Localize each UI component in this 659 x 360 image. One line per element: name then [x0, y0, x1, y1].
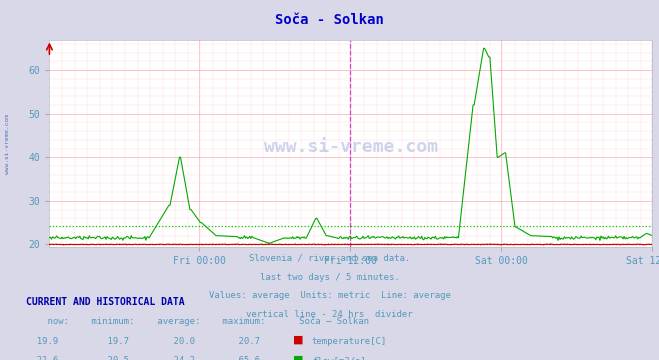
Text: temperature[C]: temperature[C]	[312, 337, 387, 346]
Text: last two days / 5 minutes.: last two days / 5 minutes.	[260, 273, 399, 282]
Text: vertical line - 24 hrs  divider: vertical line - 24 hrs divider	[246, 310, 413, 319]
Text: minimum:: minimum:	[86, 317, 134, 326]
Text: CURRENT AND HISTORICAL DATA: CURRENT AND HISTORICAL DATA	[26, 297, 185, 307]
Text: Soča – Solkan: Soča – Solkan	[283, 317, 370, 326]
Text: flow[m3/s]: flow[m3/s]	[312, 356, 366, 360]
Text: www.si-vreme.com: www.si-vreme.com	[5, 114, 11, 174]
Text: www.si-vreme.com: www.si-vreme.com	[264, 138, 438, 156]
Text: 19.9: 19.9	[26, 337, 59, 346]
Text: now:: now:	[26, 317, 69, 326]
Text: average:: average:	[152, 317, 200, 326]
Text: maximum:: maximum:	[217, 317, 266, 326]
Text: 20.5: 20.5	[86, 356, 129, 360]
Text: Soča - Solkan: Soča - Solkan	[275, 13, 384, 27]
Text: ■: ■	[293, 355, 304, 360]
Text: 21.6: 21.6	[26, 356, 59, 360]
Text: ■: ■	[293, 335, 304, 345]
Text: 20.7: 20.7	[217, 337, 260, 346]
Text: 24.2: 24.2	[152, 356, 194, 360]
Text: 19.7: 19.7	[86, 337, 129, 346]
Text: Slovenia / river and sea data.: Slovenia / river and sea data.	[249, 254, 410, 263]
Text: 20.0: 20.0	[152, 337, 194, 346]
Text: 65.6: 65.6	[217, 356, 260, 360]
Text: Values: average  Units: metric  Line: average: Values: average Units: metric Line: aver…	[208, 291, 451, 300]
